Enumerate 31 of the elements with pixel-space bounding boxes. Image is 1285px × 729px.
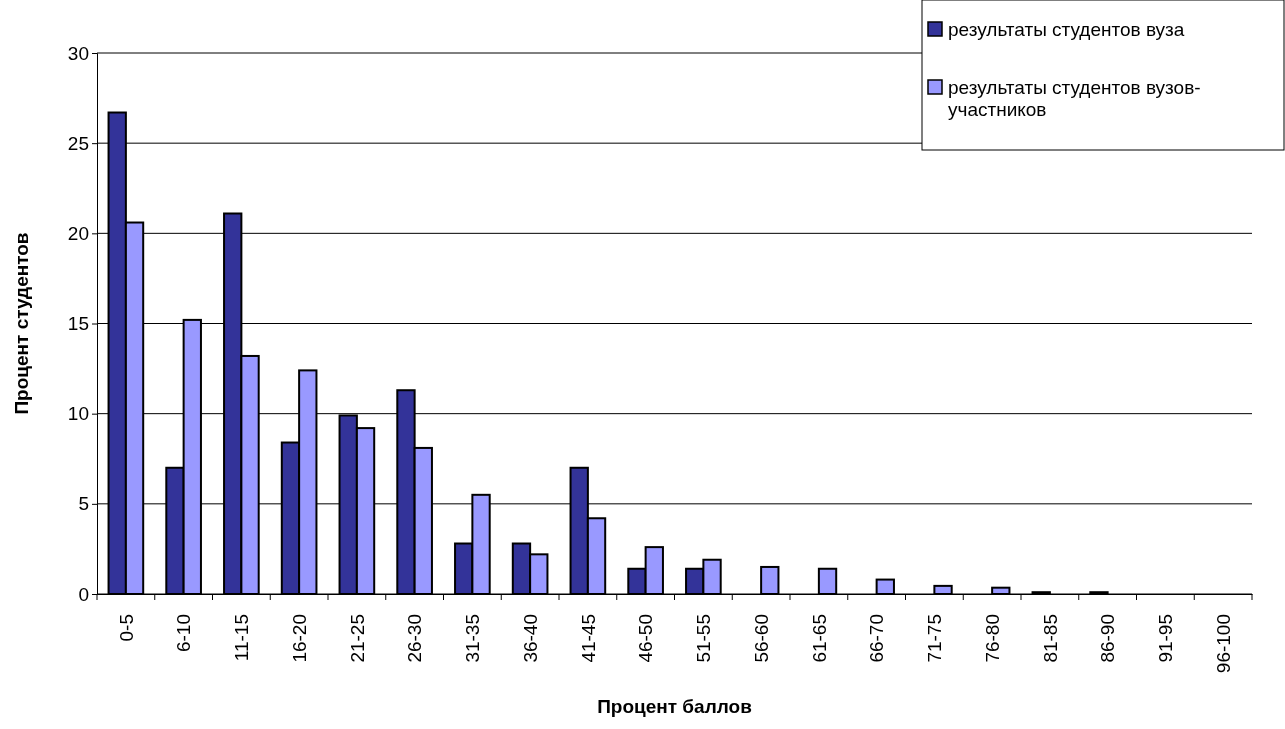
x-tick-label: 36-40 [519, 614, 541, 663]
y-tick-label: 30 [67, 42, 89, 64]
x-tick-label: 11-15 [231, 614, 253, 662]
y-tick-label: 15 [67, 313, 89, 335]
x-tick-label: 61-65 [808, 614, 830, 663]
x-tick-label: 71-75 [924, 614, 946, 663]
x-tick-label: 6-10 [173, 614, 195, 653]
y-tick-label: 20 [67, 222, 89, 244]
x-axis-title: Процент баллов [597, 696, 752, 717]
x-tick-label: 66-70 [866, 614, 888, 663]
x-tick-label: 21-25 [346, 614, 368, 663]
x-tick-label: 41-45 [577, 614, 599, 663]
x-tick-label: 0-5 [115, 614, 137, 642]
y-axis-title: Процент студентов [11, 232, 32, 415]
y-tick-label: 10 [67, 403, 89, 425]
legend-label: результаты студентов вузов-участников [948, 77, 1201, 120]
y-tick-label: 0 [78, 583, 89, 605]
y-tick-label: 25 [67, 132, 89, 154]
x-tick-label: 91-95 [1155, 614, 1177, 663]
x-tick-label: 96-100 [1212, 614, 1234, 674]
x-tick-label: 31-35 [462, 614, 484, 663]
x-tick-label: 16-20 [288, 614, 310, 663]
legend-label: результаты студентов вуза [948, 19, 1185, 40]
x-tick-label: 51-55 [693, 614, 715, 663]
x-tick-label: 86-90 [1097, 614, 1119, 663]
x-tick-label: 81-85 [1039, 614, 1061, 663]
y-tick-label: 5 [78, 493, 89, 515]
x-tick-label: 46-50 [635, 614, 657, 663]
x-tick-label: 76-80 [981, 614, 1003, 663]
x-tick-label: 56-60 [750, 614, 772, 663]
x-tick-label: 26-30 [404, 614, 426, 663]
